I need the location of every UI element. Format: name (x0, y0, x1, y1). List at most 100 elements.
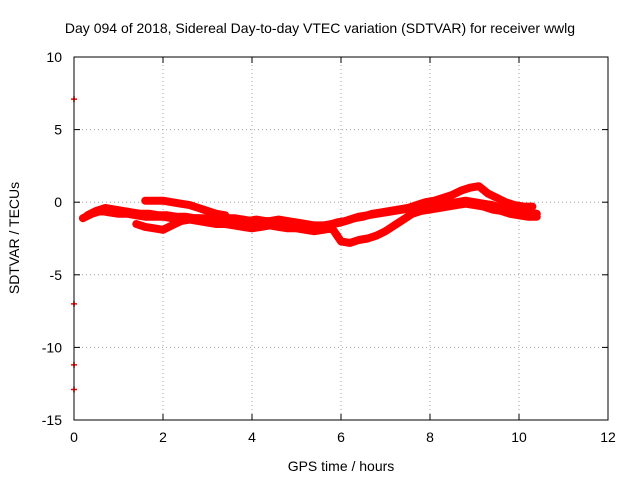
data-point-track-c (275, 223, 282, 230)
data-point-track-b (449, 191, 456, 198)
data-point-track-c (231, 222, 238, 229)
data-point-track-c (435, 205, 442, 212)
data-point-track-c (133, 220, 140, 227)
data-point-track-c (240, 223, 247, 230)
data-point-track-c (302, 226, 309, 233)
data-point-track-b (119, 207, 126, 214)
data-point-track-c (186, 216, 193, 223)
tick-layer: 0 2 4 6 8 10 12 -15 -10 -5 0 5 10 (42, 49, 616, 445)
chart-title: Day 094 of 2018, Sidereal Day-to-day VTE… (65, 20, 575, 36)
y-tick-label: -15 (42, 412, 62, 428)
series-band-track-c (132, 199, 541, 247)
x-tick-label: 12 (600, 429, 616, 445)
x-tick-label: 2 (159, 429, 167, 445)
data-point-track-b (404, 205, 411, 212)
data-point-track-c (373, 232, 380, 239)
y-tick-label: -5 (50, 267, 63, 283)
data-point-track-c (507, 210, 514, 217)
data-point-track-b (360, 213, 367, 220)
data-point-track-c (266, 222, 273, 229)
x-tick-label: 10 (511, 429, 527, 445)
data-point-track-c (444, 203, 451, 210)
data-point-track-c (151, 225, 158, 232)
data-point-track-c (168, 222, 175, 229)
x-axis-label: GPS time / hours (288, 458, 395, 474)
data-point-track-b (467, 184, 474, 191)
data-point-track-b (164, 212, 171, 219)
data-point-track-b (511, 202, 518, 209)
data-point-track-c (346, 239, 353, 246)
data-point-track-d (160, 197, 166, 204)
data-point-track-b (146, 210, 153, 217)
data-point-track-b (111, 206, 118, 213)
data-point-track-c (338, 238, 344, 245)
data-point-track-d (177, 200, 184, 207)
data-point-track-b (458, 187, 465, 194)
data-point-track-c (142, 223, 149, 230)
data-point-track-c (533, 213, 540, 220)
data-point-track-b (342, 218, 349, 225)
y-tick-label: 5 (54, 122, 62, 138)
x-tick-label: 6 (337, 429, 345, 445)
data-point-track-c (498, 207, 505, 214)
y-tick-label: -10 (42, 339, 62, 355)
data-point-track-d (222, 212, 229, 219)
data-point-track-b (502, 199, 509, 206)
data-point-track-b (93, 207, 100, 214)
data-point-track-c (462, 200, 469, 207)
x-tick-label: 0 (70, 429, 78, 445)
data-point-track-b (422, 199, 429, 206)
series-band-track-d (141, 196, 230, 220)
data-point-track-c (382, 228, 389, 235)
data-point-track-c (249, 225, 255, 232)
y-tick-label: 0 (54, 194, 62, 210)
y-axis-label: SDTVAR / TECUs (6, 182, 22, 294)
data-point-track-b (378, 209, 385, 216)
data-point-track-b (253, 216, 260, 223)
data-point-track-d (168, 199, 175, 206)
data-point-track-c (418, 207, 425, 214)
data-point-track-c (427, 206, 433, 213)
data-point-track-d (186, 202, 193, 209)
data-point-track-b (431, 197, 438, 204)
data-point-track-b (369, 210, 376, 217)
data-point-track-b (137, 210, 144, 217)
data-point-track-c (204, 219, 211, 226)
data-point-track-b (155, 212, 162, 219)
y-tick-label: 10 (46, 49, 62, 65)
data-point-track-c (364, 235, 371, 242)
data-point-track-c (177, 218, 184, 225)
data-point-track-b (440, 194, 447, 201)
data-point-track-d (151, 197, 158, 204)
data-point-track-b (484, 190, 491, 197)
x-tick-label: 8 (426, 429, 434, 445)
data-point-track-b (102, 205, 109, 212)
data-point-track-c (355, 236, 362, 243)
data-point-track-b (493, 194, 500, 201)
data-point-track-c (195, 218, 202, 225)
data-point-track-b (173, 213, 180, 220)
data-layer (71, 96, 541, 393)
data-point-track-c (213, 220, 220, 227)
data-point-track-d (195, 205, 202, 212)
data-point-track-b (413, 202, 420, 209)
data-point-track-c (400, 216, 407, 223)
data-point-track-c (311, 228, 318, 235)
data-point-track-b (333, 219, 340, 226)
data-point-track-c (160, 226, 166, 233)
data-point-track-c (391, 222, 398, 229)
data-point-track-c (471, 202, 478, 209)
data-point-track-b (351, 215, 358, 222)
data-point-track-c (257, 223, 264, 230)
data-point-track-c (524, 213, 531, 220)
data-point-track-b (386, 207, 393, 214)
data-point-track-c (489, 206, 496, 213)
data-point-track-b (395, 206, 402, 213)
data-point-track-b (128, 209, 135, 216)
data-point-track-b (84, 212, 91, 219)
data-point-track-c (516, 212, 522, 219)
data-point-track-b (475, 183, 482, 190)
data-point-track-c (409, 210, 416, 217)
data-point-track-c (480, 203, 487, 210)
